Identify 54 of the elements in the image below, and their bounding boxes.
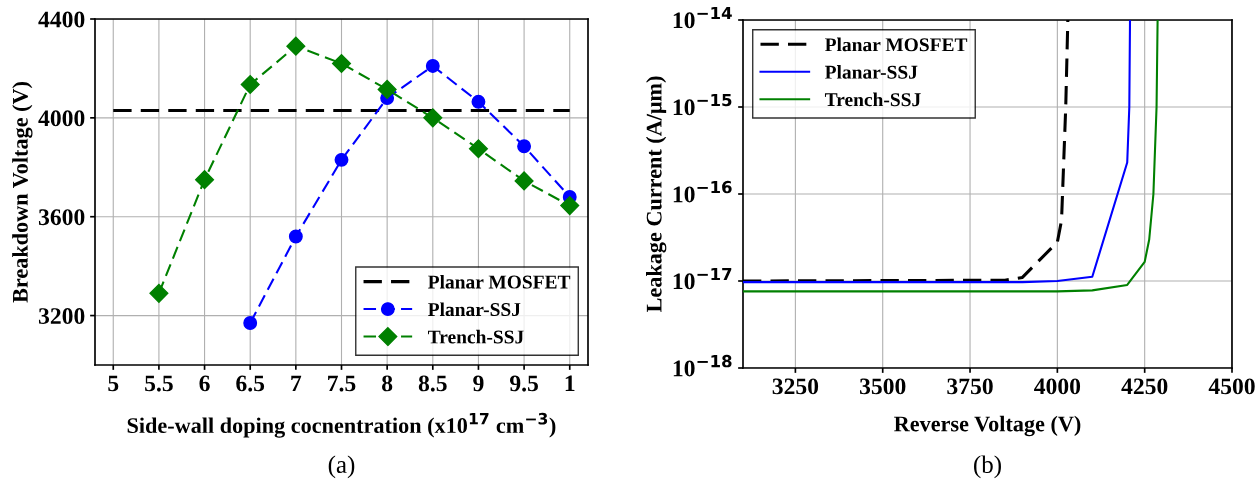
point xyxy=(331,53,352,74)
legend-label: Planar-SSJ xyxy=(825,65,918,79)
point xyxy=(195,170,215,190)
y-tick-label: 4000 xyxy=(38,110,85,127)
y-tick-label: 3600 xyxy=(38,209,85,226)
legend-label: Trench-SSJ xyxy=(824,92,921,107)
y-axis-title: Breakdown Voltage (V) xyxy=(12,82,33,303)
y-tick-label: 4400 xyxy=(38,11,85,28)
point xyxy=(423,108,443,128)
point xyxy=(149,283,169,303)
y-tick-label: 10$^{−15}$ xyxy=(673,93,732,116)
x-tick-label: 9.5 xyxy=(509,375,538,392)
point xyxy=(468,139,488,159)
point xyxy=(288,229,303,244)
y-axis-title: Leakage Current (A/μm) xyxy=(646,76,667,313)
point xyxy=(240,74,260,95)
x-tick-label: 3750 xyxy=(947,378,993,395)
x-tick-label: 6.5 xyxy=(236,375,265,392)
x-tick-label: 5.5 xyxy=(145,375,173,392)
point xyxy=(425,59,440,73)
y-tick-label: 10$^{−18}$ xyxy=(673,354,732,377)
x-tick-label: 1 xyxy=(565,375,575,392)
text: (b) xyxy=(974,455,1001,479)
x-tick-label: 3250 xyxy=(772,378,819,395)
point xyxy=(514,171,534,191)
point xyxy=(560,196,580,216)
legend-label: Planar MOSFET xyxy=(825,37,968,52)
y-tick-label: 10$^{−14}$ xyxy=(673,6,732,29)
point xyxy=(243,316,258,330)
x-tick-label: 4500 xyxy=(1208,378,1255,395)
y-tick-label: 3200 xyxy=(38,308,85,324)
x-tick-label: 4000 xyxy=(1034,378,1081,395)
point xyxy=(286,36,306,56)
x-tick-label: 9 xyxy=(473,375,484,392)
x-tick-label: 3500 xyxy=(859,378,906,395)
x-tick-label: 4250 xyxy=(1121,378,1168,395)
x-tick-label: 8 xyxy=(382,375,393,392)
y-tick-label: 10$^{−17}$ xyxy=(673,267,732,290)
point xyxy=(517,139,532,154)
text: (a) xyxy=(328,455,355,479)
x-tick-label: 7 xyxy=(291,375,302,392)
legend-label: Planar MOSFET xyxy=(428,274,571,289)
legend-label: Planar-SSJ xyxy=(428,302,521,317)
x-axis-title: Reverse Voltage (V) xyxy=(894,415,1081,437)
point xyxy=(334,152,349,167)
x-tick-label: 8.5 xyxy=(418,375,447,392)
y-tick-label: 10$^{−16}$ xyxy=(673,180,732,203)
point xyxy=(471,94,486,109)
x-tick-label: 6 xyxy=(199,375,210,392)
legend-label: Trench-SSJ xyxy=(428,329,524,344)
x-axis-title: Side-wall doping cocnentration (x10$^{17}$ cm$^{−3}$) xyxy=(127,412,556,438)
point xyxy=(377,79,397,99)
x-tick-label: 7.5 xyxy=(328,375,356,392)
x-tick-label: 5 xyxy=(108,375,119,392)
